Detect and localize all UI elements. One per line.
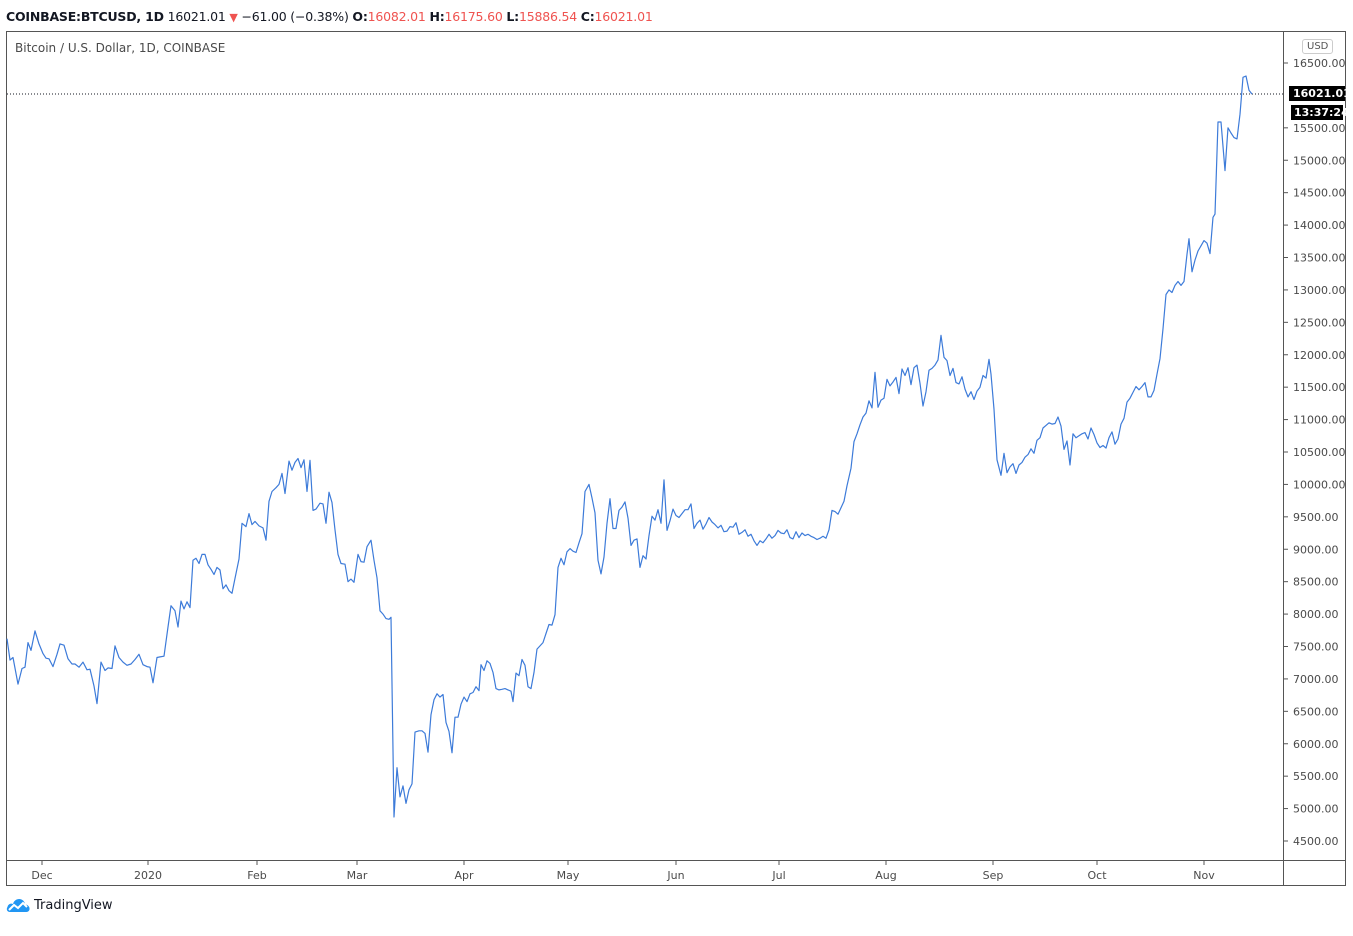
- time-axis[interactable]: Dec 2020 Feb Mar Apr May Jun Jul Aug Sep Oct Nov: [31, 860, 1215, 882]
- last-price: 16021.01: [167, 9, 226, 24]
- price-tick-label: 9500.00: [1293, 511, 1339, 524]
- tradingview-cloud-icon: [6, 899, 30, 912]
- close-label: C:: [580, 9, 595, 24]
- time-tick-label: Jun: [666, 869, 684, 882]
- high-label: H:: [429, 9, 445, 24]
- price-tick-label: 5000.00: [1293, 803, 1339, 816]
- time-tick-label: Nov: [1193, 869, 1215, 882]
- time-tick-label: Oct: [1087, 869, 1107, 882]
- time-tick-label: Feb: [247, 869, 266, 882]
- price-tick-label: 13000.00: [1293, 284, 1346, 297]
- price-tick-label: 16500.00: [1293, 57, 1346, 70]
- price-tick-label: 8000.00: [1293, 608, 1339, 621]
- price-tick-label: 9000.00: [1293, 543, 1339, 556]
- time-tick-label: 2020: [134, 869, 162, 882]
- price-tick-label: 14000.00: [1293, 219, 1346, 232]
- low-value: 15886.54: [518, 9, 577, 24]
- price-tick-label: 11000.00: [1293, 414, 1346, 427]
- time-tick-label: Aug: [875, 869, 896, 882]
- price-axis[interactable]: 4500.00 5000.00 5500.00 6000.00 6500.00 7000.…: [1283, 57, 1346, 848]
- time-tick-label: Dec: [31, 869, 52, 882]
- price-tick-label: 6000.00: [1293, 738, 1339, 751]
- price-tick-label: 11500.00: [1293, 381, 1346, 394]
- price-tick-label: 7500.00: [1293, 641, 1339, 654]
- open-value: 16082.01: [367, 9, 426, 24]
- tradingview-brand[interactable]: TradingView: [34, 897, 113, 913]
- price-tick-label: 5500.00: [1293, 770, 1339, 783]
- currency-button[interactable]: USD: [1302, 39, 1334, 54]
- time-tick-label: Apr: [454, 869, 474, 882]
- time-tick-label: Jul: [771, 869, 785, 882]
- symbol-header: COINBASE:BTCUSD, 1D 16021.01 ▼ −61.00 (−…: [6, 9, 653, 24]
- price-tick-label: 8500.00: [1293, 576, 1339, 589]
- price-tick-label: 10500.00: [1293, 446, 1346, 459]
- footer: TradingView: [6, 897, 113, 913]
- close-value: 16021.01: [594, 9, 653, 24]
- down-arrow-icon: ▼: [229, 11, 238, 24]
- last-price-badge: 16021.01: [1289, 86, 1351, 101]
- price-tick-label: 10000.00: [1293, 478, 1346, 491]
- price-tick-label: 12500.00: [1293, 316, 1346, 329]
- price-tick-label: 6500.00: [1293, 705, 1339, 718]
- price-tick-label: 14500.00: [1293, 187, 1346, 200]
- price-tick-label: 7000.00: [1293, 673, 1339, 686]
- time-tick-label: Mar: [347, 869, 368, 882]
- price-change: −61.00 (−0.38%): [241, 9, 349, 24]
- chart-title: Bitcoin / U.S. Dollar, 1D, COINBASE: [15, 41, 226, 55]
- low-label: L:: [506, 9, 519, 24]
- chart-frame: [6, 31, 1346, 886]
- time-tick-label: Sep: [983, 869, 1004, 882]
- bar-countdown-badge: 13:37:24: [1291, 105, 1349, 120]
- open-label: O:: [352, 9, 368, 24]
- price-tick-label: 15500.00: [1293, 122, 1346, 135]
- price-tick-label: 4500.00: [1293, 835, 1339, 848]
- price-line: [6, 75, 1253, 818]
- price-axis-divider: [1283, 31, 1284, 886]
- symbol-label: COINBASE:BTCUSD, 1D: [6, 9, 164, 24]
- time-tick-label: May: [557, 869, 580, 882]
- price-tick-label: 13500.00: [1293, 252, 1346, 265]
- price-tick-label: 15000.00: [1293, 154, 1346, 167]
- price-tick-label: 12000.00: [1293, 349, 1346, 362]
- high-value: 16175.60: [444, 9, 503, 24]
